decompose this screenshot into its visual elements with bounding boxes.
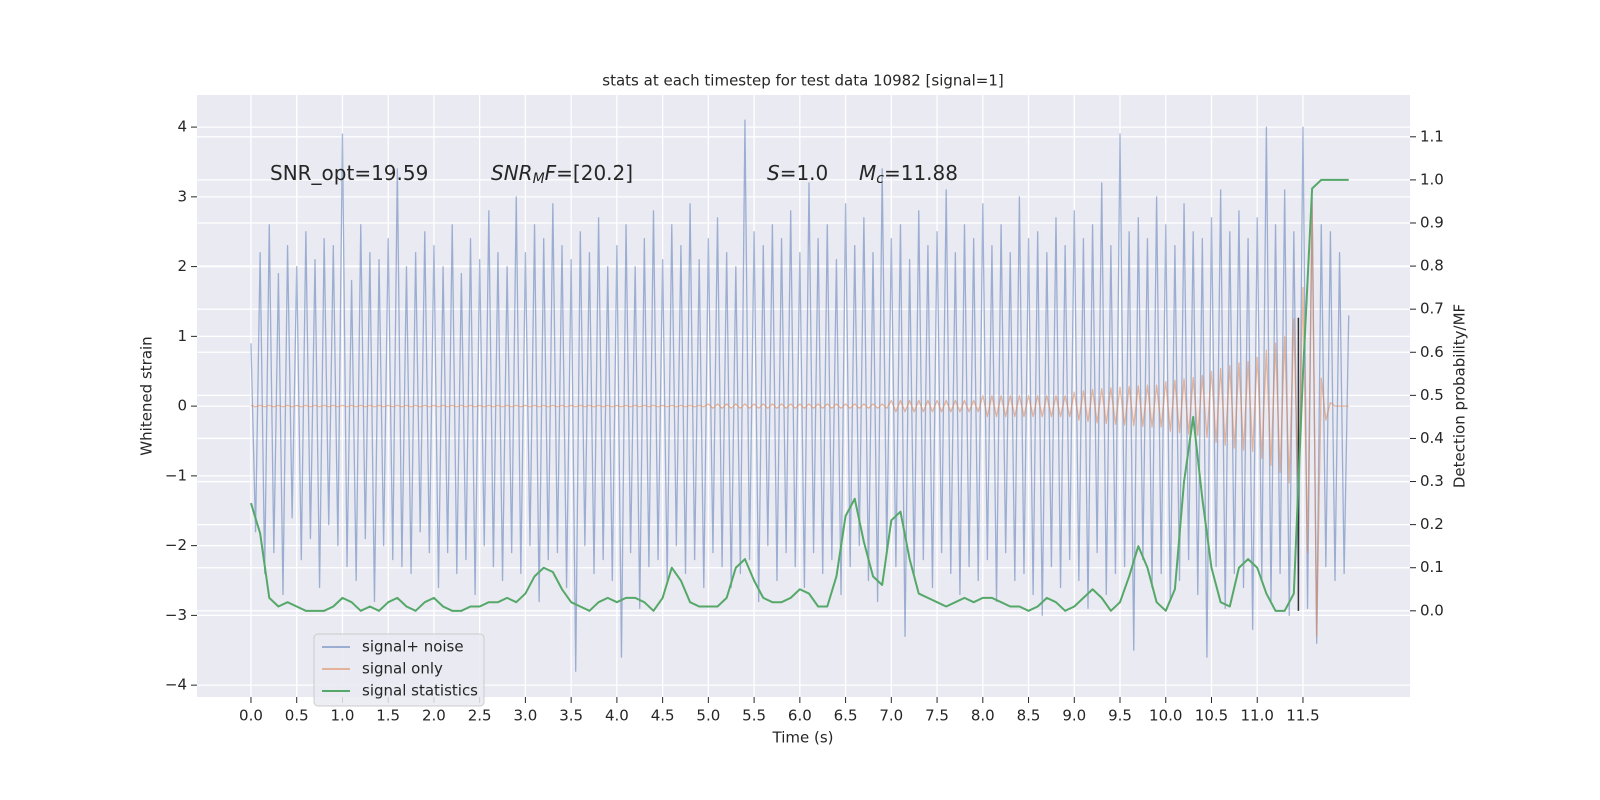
y2-tick-label: 0.0 <box>1420 601 1444 619</box>
y2-tick-label: 0.3 <box>1420 472 1444 490</box>
x-tick-label: 9.5 <box>1108 707 1132 725</box>
annotation: Mc=11.88 <box>859 161 958 188</box>
y2-axis-label: Detection probability/MF <box>1451 304 1469 488</box>
x-tick-label: 8.0 <box>971 707 995 725</box>
x-tick-label: 7.5 <box>925 707 949 725</box>
x-tick-label: 1.5 <box>376 707 400 725</box>
y2-tick-label: 0.7 <box>1420 300 1444 318</box>
annotation: SNRMF=[20.2] <box>491 161 633 188</box>
y2-tick-label: 0.9 <box>1420 213 1444 231</box>
x-tick-label: 2.5 <box>468 707 492 725</box>
annotation-part: =1.0 <box>780 161 829 185</box>
series-line <box>250 178 1349 612</box>
legend-label: signal only <box>362 660 443 678</box>
annotation-part: SNR <box>491 161 533 185</box>
legend-box <box>313 633 485 707</box>
annotation-part: =11.88 <box>884 161 958 185</box>
x-tick-label: 0.0 <box>239 707 263 725</box>
annotation: SNR_opt=19.59 <box>270 161 428 185</box>
x-tick-label: 2.0 <box>422 707 446 725</box>
x-tick-label: 1.0 <box>331 707 355 725</box>
x-tick-label: 8.5 <box>1017 707 1041 725</box>
x-tick-label: 11.5 <box>1286 707 1319 725</box>
annotation-part: M <box>859 161 876 185</box>
y2-tick-label: 0.6 <box>1420 343 1444 361</box>
legend-label: signal statistics <box>362 682 478 700</box>
x-tick-label: 4.0 <box>605 707 629 725</box>
x-tick-label: 9.0 <box>1062 707 1086 725</box>
series-line <box>250 119 1350 672</box>
y2-tick-label: 0.2 <box>1420 515 1444 533</box>
x-tick-label: 7.0 <box>879 707 903 725</box>
annotation-part: SNR_opt=19.59 <box>270 161 428 185</box>
x-tick-label: 5.5 <box>742 707 766 725</box>
x-tick-label: 3.5 <box>559 707 583 725</box>
x-tick-label: 6.0 <box>788 707 812 725</box>
y-tick-label: −3 <box>165 606 187 624</box>
y2-tick-label: 0.8 <box>1420 257 1444 275</box>
x-tick-label: 10.5 <box>1195 707 1228 725</box>
x-tick-label: 6.5 <box>834 707 858 725</box>
y-tick-label: 1 <box>177 327 187 345</box>
x-tick-label: 3.0 <box>513 707 537 725</box>
annotation-part: c <box>876 171 884 187</box>
x-tick-label: 5.0 <box>696 707 720 725</box>
series-line <box>250 203 1349 637</box>
x-tick-label: 0.5 <box>285 707 309 725</box>
legend-label: signal+ noise <box>362 638 464 656</box>
y2-tick-label: 1.1 <box>1420 127 1444 145</box>
y2-tick-label: 0.4 <box>1420 429 1444 447</box>
annotation-part: M <box>533 171 545 187</box>
y-tick-label: −4 <box>165 676 187 694</box>
annotation: S=1.0 <box>767 161 828 185</box>
y2-tick-label: 0.5 <box>1420 386 1444 404</box>
x-tick-label: 11.0 <box>1241 707 1274 725</box>
y-tick-label: −2 <box>165 536 187 554</box>
y2-tick-label: 0.1 <box>1420 558 1444 576</box>
y2-tick-label: 1.0 <box>1420 170 1444 188</box>
y-axis-label: Whitened strain <box>138 336 156 455</box>
x-tick-label: 4.5 <box>651 707 675 725</box>
chart-title: stats at each timestep for test data 109… <box>602 72 1003 90</box>
y-tick-label: −1 <box>165 466 187 484</box>
x-axis-label: Time (s) <box>772 729 834 747</box>
y-tick-label: 0 <box>177 397 187 415</box>
y-tick-label: 2 <box>177 257 187 275</box>
annotation-part: =[20.2] <box>556 161 633 185</box>
y-tick-label: 4 <box>177 118 187 136</box>
x-tick-label: 10.0 <box>1149 707 1182 725</box>
annotation-part: F <box>545 161 557 185</box>
y-tick-label: 3 <box>177 187 187 205</box>
annotation-part: S <box>767 161 780 185</box>
